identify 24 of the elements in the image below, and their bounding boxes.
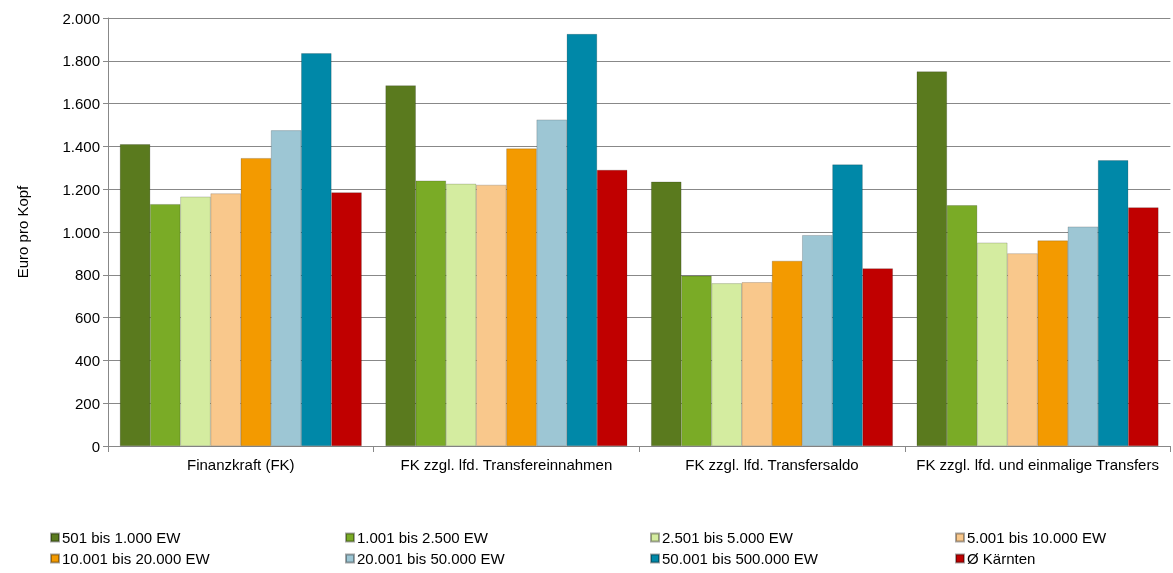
- legend-label: Ø Kärnten: [967, 550, 1036, 567]
- y-tick-label: 1.600: [62, 95, 100, 113]
- y-tick-label: 2.000: [62, 9, 100, 27]
- y-tick-label: 1.400: [62, 137, 100, 155]
- x-tick-label: Finanzkraft (FK): [187, 455, 295, 473]
- legend-label: 20.001 bis 50.000 EW: [357, 550, 506, 567]
- legend-label: 1.001 bis 2.500 EW: [357, 529, 489, 546]
- legend-label: 2.501 bis 5.000 EW: [662, 529, 794, 546]
- y-tick-label: 1.800: [62, 52, 100, 70]
- y-tick-label: 800: [74, 266, 100, 284]
- y-axis-title: Euro pro Kopf: [14, 184, 31, 279]
- legend-label: 501 bis 1.000 EW: [62, 529, 182, 546]
- x-tick-label: FK zzgl. lfd. Transfereinnahmen: [400, 455, 613, 473]
- y-tick-label: 200: [74, 394, 100, 412]
- legend-label: 10.001 bis 20.000 EW: [62, 550, 211, 567]
- y-tick-label: 1.200: [62, 180, 100, 198]
- x-tick-label: FK zzgl. lfd. Transfersaldo: [685, 455, 859, 473]
- y-tick-label: 1.000: [62, 223, 100, 241]
- legend-label: 5.001 bis 10.000 EW: [967, 529, 1108, 546]
- x-tick-label: FK zzgl. lfd. und einmalige Transfers: [916, 455, 1159, 473]
- y-tick-label: 0: [91, 437, 100, 455]
- y-tick-label: 600: [74, 309, 100, 327]
- y-tick-label: 400: [74, 351, 100, 369]
- legend-label: 50.001 bis 500.000 EW: [662, 550, 819, 567]
